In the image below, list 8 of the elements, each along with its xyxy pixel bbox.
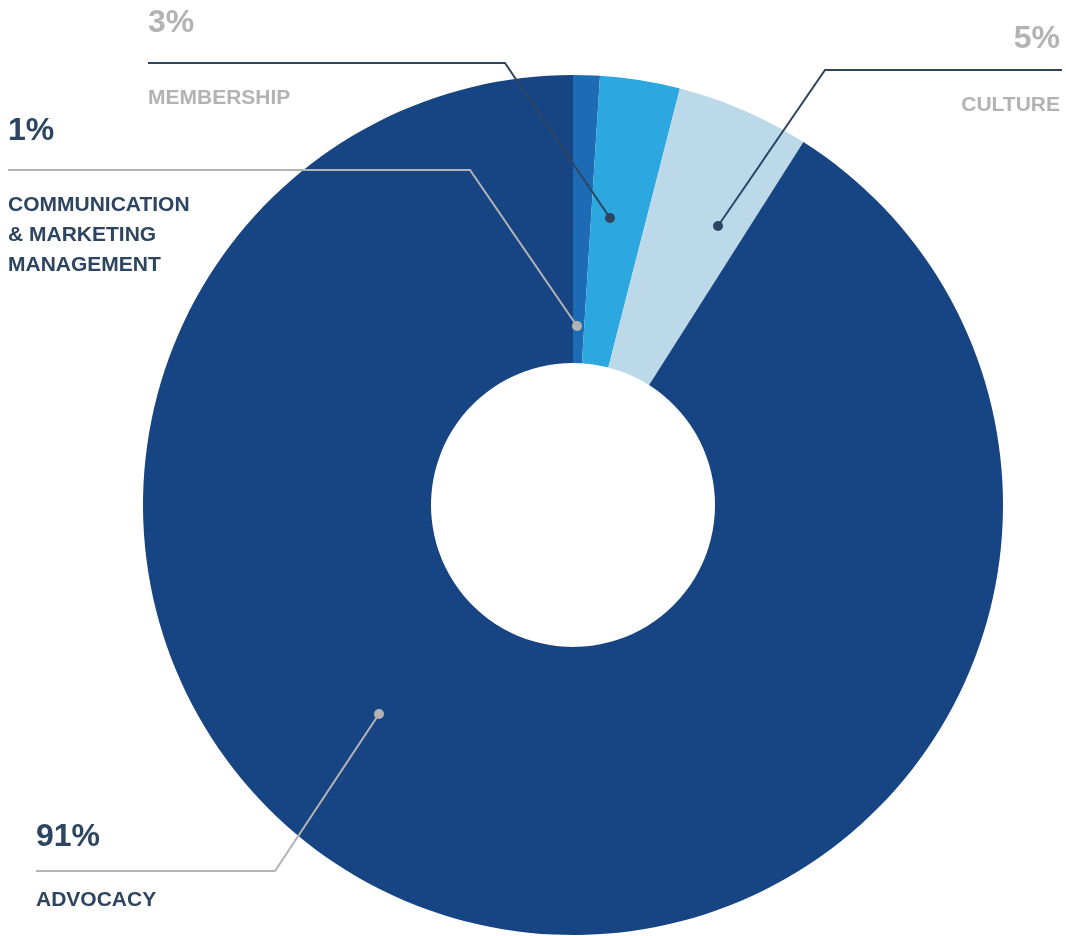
data-label: 1%: [8, 111, 55, 147]
slice-label: MEMBERSHIP: [148, 85, 291, 108]
data-label: 91%: [36, 817, 101, 853]
slice-label: CULTURE: [961, 92, 1060, 115]
slice-label: COMMUNICATION & MARKETING MANAGEMENT: [8, 192, 190, 275]
slice-label: ADVOCACY: [36, 887, 157, 910]
data-label: 5%: [1013, 19, 1060, 55]
data-label: 3%: [148, 3, 195, 39]
